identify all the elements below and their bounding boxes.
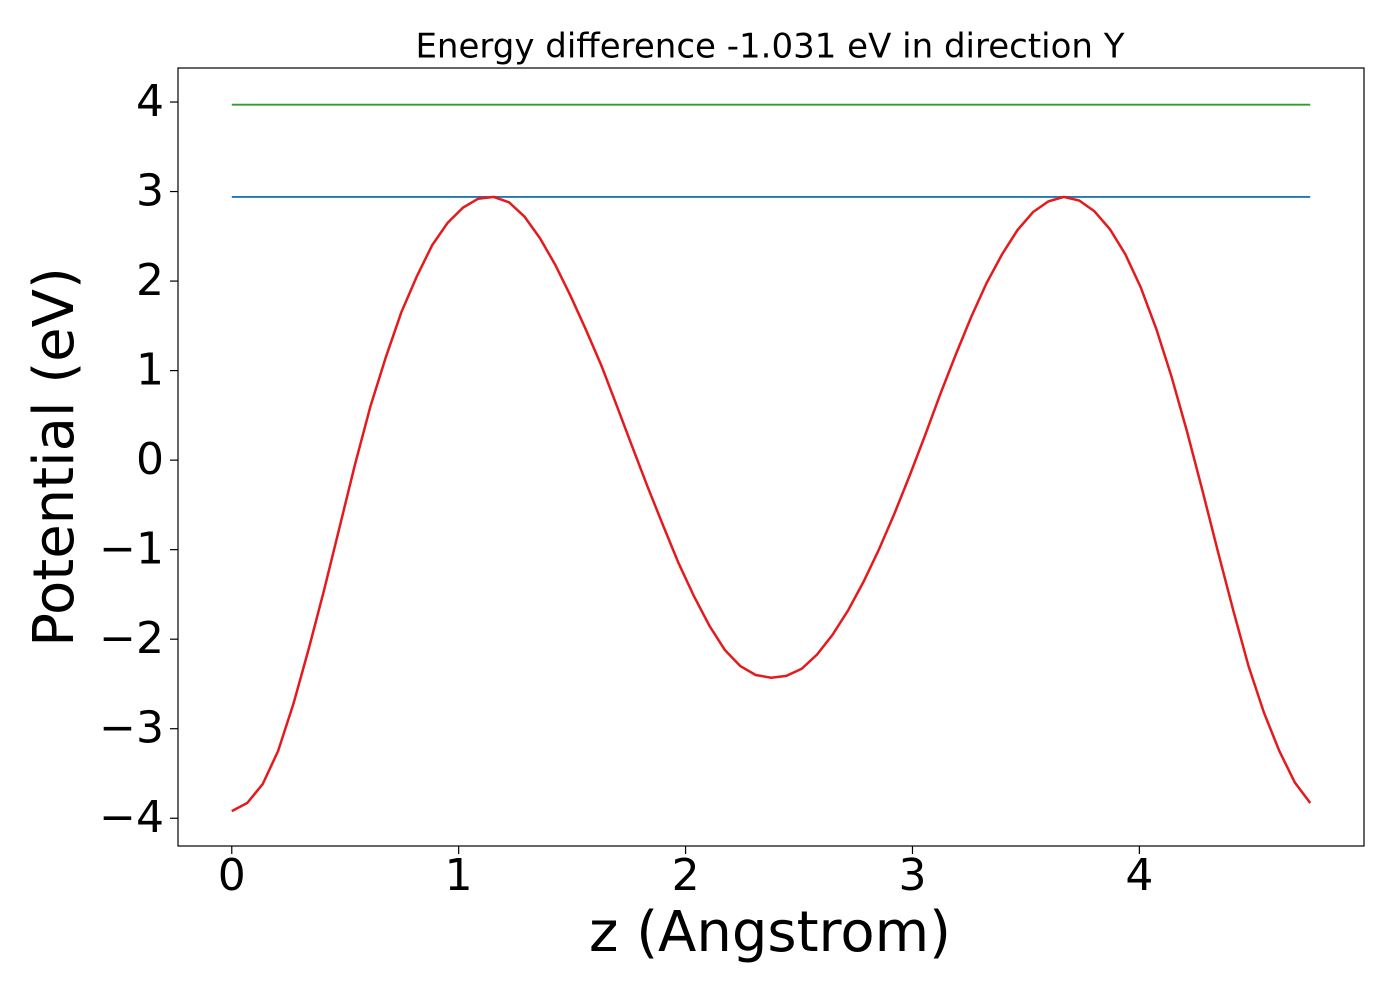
chart-title: Energy difference -1.031 eV in direction… bbox=[415, 27, 1124, 67]
y-tick-label: 3 bbox=[136, 166, 164, 217]
data-line bbox=[231, 195, 1312, 813]
x-tick-label: 2 bbox=[672, 850, 700, 901]
y-axis-label: Potential (eV) bbox=[22, 267, 87, 647]
x-axis-label: z (Angstrom) bbox=[589, 900, 951, 965]
x-tick-label: 4 bbox=[1125, 850, 1153, 901]
x-tick-label: 3 bbox=[898, 850, 926, 901]
y-tick-label: 0 bbox=[136, 434, 164, 485]
y-tick-label: −1 bbox=[99, 524, 164, 575]
plot-frame bbox=[177, 67, 1365, 847]
y-tick-label: −4 bbox=[99, 792, 164, 843]
y-tick-label: −3 bbox=[99, 703, 164, 754]
x-tick-label: 0 bbox=[218, 850, 246, 901]
x-tick-label: 1 bbox=[445, 850, 473, 901]
y-tick-label: 1 bbox=[136, 345, 164, 396]
y-tick-label: −2 bbox=[99, 613, 164, 664]
y-tick-label: 2 bbox=[136, 255, 164, 306]
y-tick-label: 4 bbox=[136, 76, 164, 127]
